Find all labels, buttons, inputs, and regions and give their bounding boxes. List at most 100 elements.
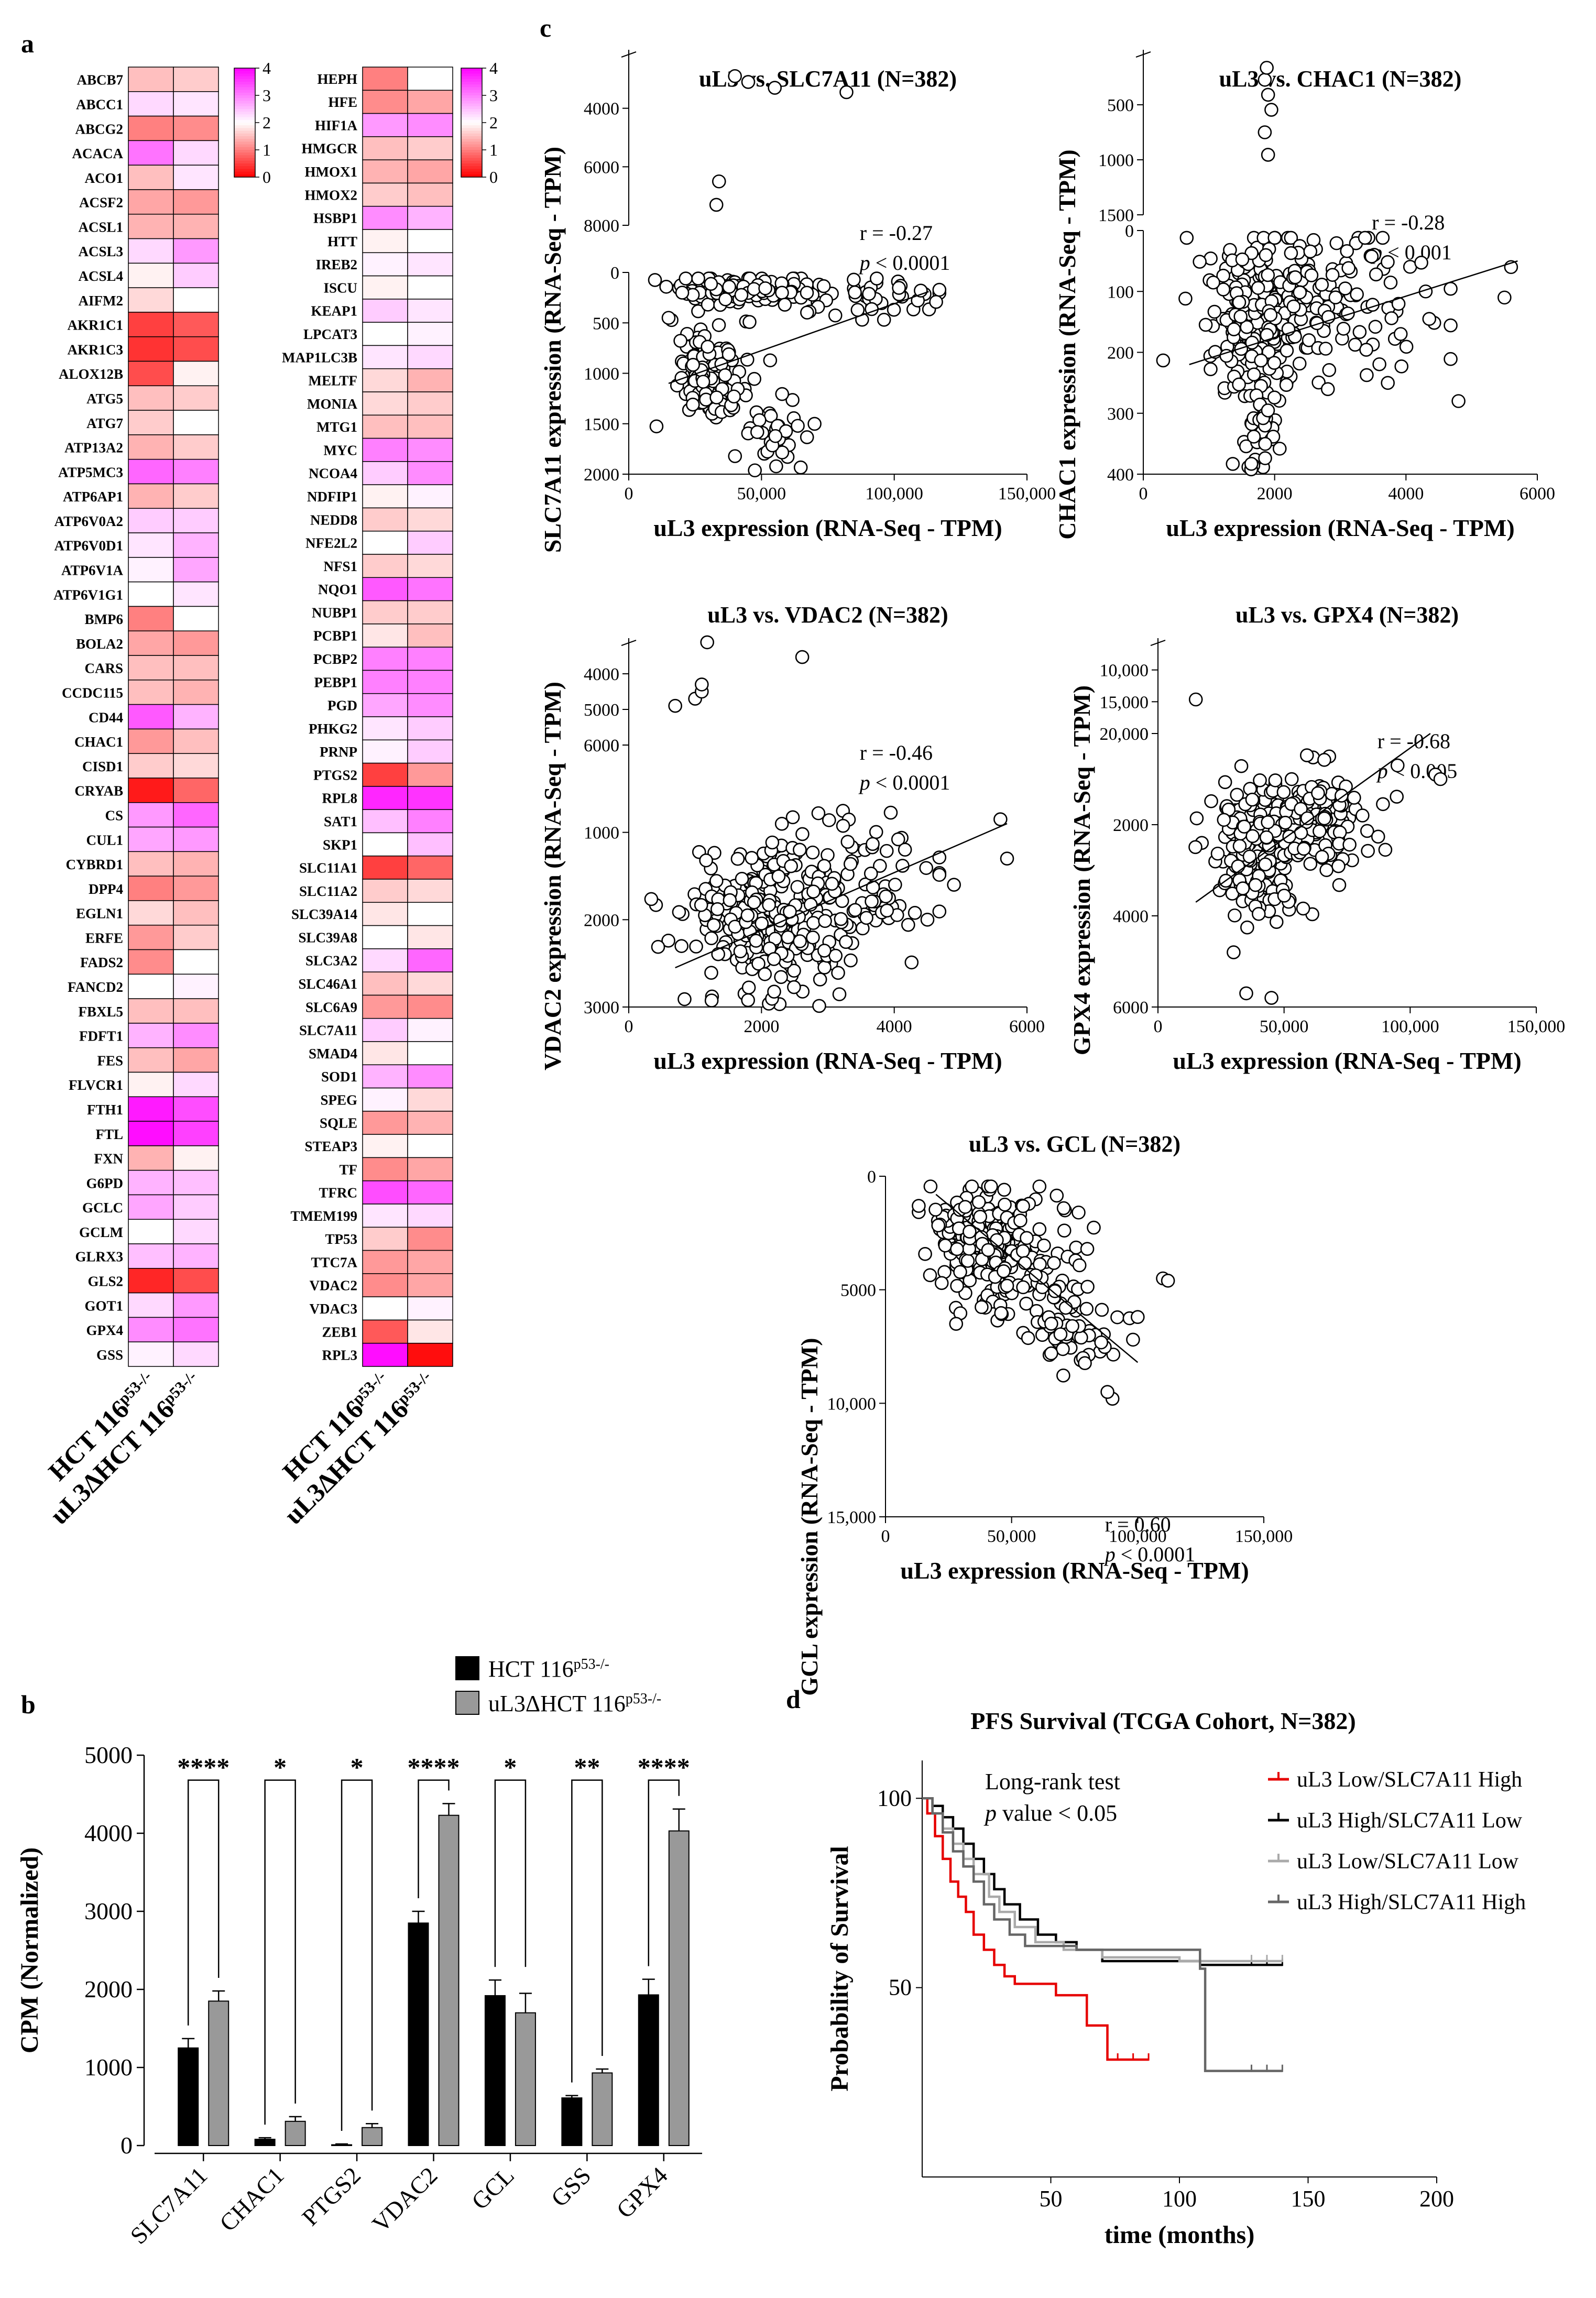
heatmap-row-label: ATG5 [86,391,123,407]
scatter-point [817,859,832,873]
scatter-point [1350,287,1364,302]
scatter-point [1234,759,1249,773]
heatmap-cell [173,410,219,435]
heatmap-cell [407,716,453,741]
scatter-point [1268,773,1283,787]
legend-label: uL3 High/SLC7A11 High [1297,1890,1526,1914]
scatter-point [1258,72,1272,87]
y-tick-label: 0 [610,264,619,283]
scatter-point [817,960,832,975]
scatter-point [791,419,805,433]
scatter-point [865,894,879,909]
heatmap-cell [362,600,408,625]
scatter-point [973,1209,988,1224]
scatter-point [1072,1205,1086,1220]
heatmap-cell [173,1194,219,1220]
scatter-point [1433,772,1448,786]
heatmap-cell [173,900,219,926]
scatter-point [1371,829,1385,844]
scatter-point [668,698,682,713]
colorbar-segment [461,128,482,132]
heatmap-cell [128,262,174,288]
scatter-point [704,277,718,291]
heatmap-cell [362,1250,408,1274]
heatmap-cell [407,1203,453,1228]
scatter-point [919,861,934,875]
scatter-point [828,308,843,323]
colorbar-segment [461,155,482,159]
scatter-point [1219,348,1233,363]
colorbar-segment [234,150,255,153]
significance-label: * [274,1753,287,1782]
scatter-point [1286,299,1301,314]
heatmap-cell [362,368,408,392]
scatter-point [1317,811,1331,826]
heatmap-cell [407,1064,453,1089]
heatmap-cell [128,1121,174,1146]
scatter-point [1056,1201,1071,1216]
scatter-point [1016,1199,1030,1213]
heatmap-row-label: GPX4 [86,1322,124,1338]
heatmap-cell [407,809,453,834]
colorbar-segment [234,84,255,87]
legend-swatch [455,1656,479,1680]
heatmap-cell [407,855,453,880]
scatter-point [1329,236,1344,250]
heatmap-cell [407,252,453,277]
heatmap-row-label: ATP6V1G1 [53,587,123,603]
colorbar-segment [461,133,482,137]
y-axis-label: CPM (Normalized) [16,1847,43,2053]
heatmap-cell [362,322,408,346]
significance-bracket [571,1779,603,2083]
scatter-point [644,892,659,906]
y-axis-label: VDAC2 expression (RNA-Seq - TPM) [539,682,566,1070]
scatter-point [1244,456,1259,471]
heatmap-cell [407,182,453,207]
scatter-point [836,818,850,833]
heatmap-row-label: CS [105,807,123,823]
scatter-point [1335,789,1349,803]
heatmap-row-label: HFE [328,94,357,110]
colorbar-segment [234,73,255,77]
scatter-point [975,1300,989,1314]
y-axis-label: GPX4 expression (RNA-Seq - TPM) [1068,685,1095,1055]
heatmap-cell [128,1194,174,1220]
scatter-point [1300,811,1315,826]
x-tick-label: 6000 [1520,484,1555,504]
scatter-point [1303,857,1318,871]
bar [331,2144,353,2147]
scatter-point [1247,367,1261,381]
legend-swatch [455,1691,479,1715]
scatter-point [1216,268,1230,283]
heatmap-row-label: TP53 [325,1231,357,1247]
x-tick-label: 200 [1419,2186,1454,2212]
scatter-point [1050,1188,1064,1203]
scatter-point [1277,889,1292,903]
scatter-point [993,812,1008,826]
colorbar-segment [234,79,255,82]
scatter-point [1358,231,1372,245]
scatter-point [1361,844,1375,858]
heatmap-cell [362,855,408,880]
scatter-point [831,966,845,980]
logrank-p-value: p value < 0.05 [983,1800,1117,1826]
heatmap-cell [128,1268,174,1294]
heatmap-cell [128,1292,174,1318]
scatter-point [712,174,726,189]
scatter-point [1047,1256,1061,1270]
scatter-point [1048,1284,1062,1298]
scatter-point [1230,787,1244,802]
heatmap-cell [128,924,174,950]
heatmap-cell [362,994,408,1019]
heatmap-cell [173,1023,219,1048]
heatmap-row-label: PCBP1 [313,628,357,644]
y-tick-label: 0 [121,2132,133,2159]
y-tick-label: 100 [1107,282,1134,302]
heatmap-cell [128,1047,174,1073]
heatmap-cell [407,414,453,439]
heatmap-row-label: ERFE [85,930,123,946]
panel-label-c: c [540,13,551,42]
scatter-point [1310,316,1324,331]
heatmap-cell [173,851,219,877]
